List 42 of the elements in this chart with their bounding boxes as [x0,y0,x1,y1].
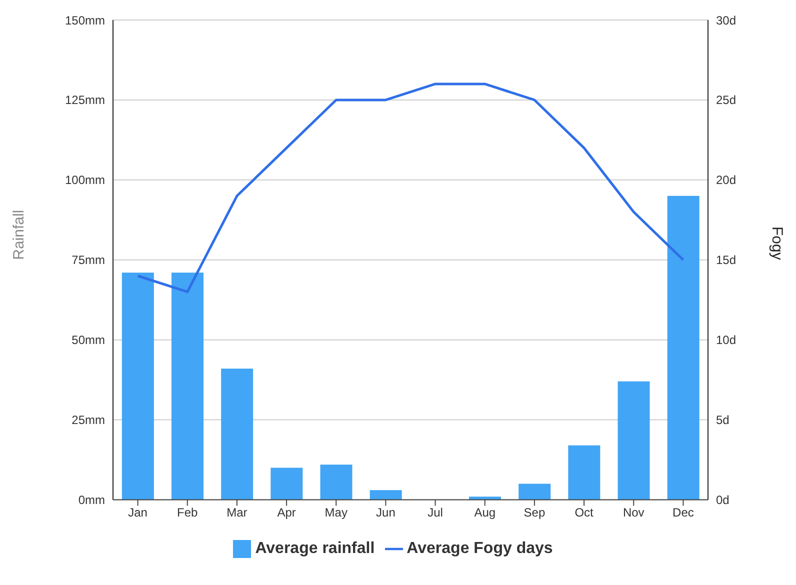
y-axis-title: Rainfall [10,210,28,260]
y2-tick-label: 5d [716,413,730,428]
legend-label: Average Fogy days [406,540,553,557]
bar [667,196,700,500]
x-tick-label: Mar [226,505,248,520]
line-series [136,82,684,294]
bar [172,272,204,500]
x-tick-label: Jul [428,505,443,520]
y-tick-label: 50mm [72,333,105,348]
x-tick-label: Aug [474,505,496,520]
x-tick-label: Sep [524,505,546,520]
y2-tick-label: 15d [716,253,736,268]
bar [370,490,402,500]
bar [122,272,154,500]
y-tick-label: 100mm [64,173,105,188]
y-tick-label: 75mm [72,253,105,268]
bar [518,484,551,500]
legend-label: Average rainfall [255,540,375,557]
bar [618,381,650,500]
y-tick-label: 150mm [64,13,105,28]
y-tick-label: 0mm [78,493,105,508]
bar [469,496,502,500]
y2-tick-label: 20d [716,173,736,188]
x-tick-label: Feb [177,505,198,520]
y2-tick-label: 25d [716,93,736,108]
x-tick-label: Dec [672,505,694,520]
bar [568,445,600,500]
x-tick-label: Nov [622,505,644,520]
bar [320,464,352,500]
y2-tick-label: 0d [716,493,730,508]
bar [270,468,303,500]
y2-tick-label: 10d [716,333,736,348]
y-tick-label: 25mm [72,413,105,428]
x-tick-label: Jan [128,505,148,520]
y2-axis-title: Fogy [768,226,786,260]
x-tick-label: May [324,505,348,520]
y-tick-label: 125mm [64,93,105,108]
x-tick-label: Oct [574,505,594,520]
x-tick-label: Jun [376,505,396,520]
y2-tick-label: 30d [716,13,736,28]
bar [221,368,254,500]
x-tick-label: Apr [277,505,296,520]
